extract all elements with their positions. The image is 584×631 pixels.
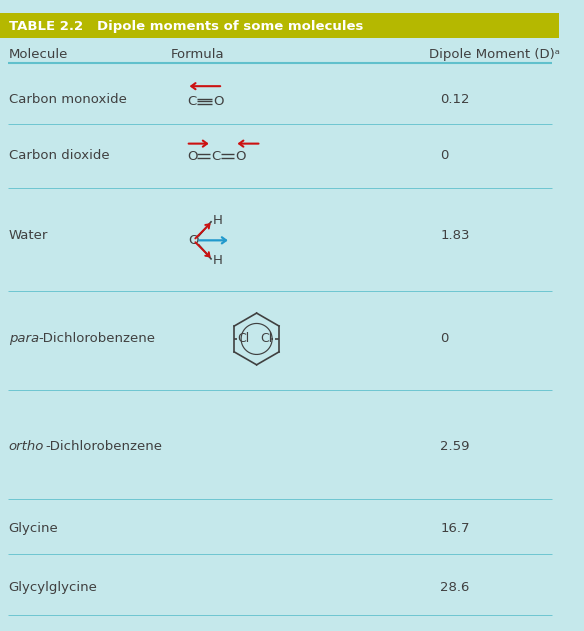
Text: Carbon monoxide: Carbon monoxide <box>9 93 127 106</box>
Text: C: C <box>187 95 197 108</box>
Text: 0: 0 <box>440 149 449 162</box>
Text: Molecule: Molecule <box>9 48 68 61</box>
Text: Formula: Formula <box>171 48 224 61</box>
Text: TABLE 2.2   Dipole moments of some molecules: TABLE 2.2 Dipole moments of some molecul… <box>9 20 363 33</box>
Text: 0: 0 <box>440 333 449 345</box>
Text: O: O <box>214 95 224 108</box>
Text: para: para <box>9 333 39 345</box>
Text: Water: Water <box>9 229 48 242</box>
Text: 2.59: 2.59 <box>440 440 470 452</box>
Text: Glycine: Glycine <box>9 522 58 535</box>
Text: H: H <box>213 214 223 227</box>
Text: Cl: Cl <box>237 333 249 345</box>
Text: -Dichlorobenzene: -Dichlorobenzene <box>45 440 162 452</box>
Bar <box>0 13 559 38</box>
Text: Carbon dioxide: Carbon dioxide <box>9 149 109 162</box>
Text: O: O <box>235 150 246 163</box>
Text: O: O <box>189 234 199 247</box>
Text: O: O <box>187 150 198 163</box>
Text: ortho: ortho <box>9 440 44 452</box>
Text: 28.6: 28.6 <box>440 581 470 594</box>
Text: Glycylglycine: Glycylglycine <box>9 581 98 594</box>
Text: 0.12: 0.12 <box>440 93 470 106</box>
Text: -Dichlorobenzene: -Dichlorobenzene <box>39 333 155 345</box>
Text: 1.83: 1.83 <box>440 229 470 242</box>
Text: C: C <box>211 150 221 163</box>
Text: H: H <box>213 254 223 267</box>
Text: 16.7: 16.7 <box>440 522 470 535</box>
Text: Cl: Cl <box>260 333 272 345</box>
Text: Dipole Moment (D)ᵃ: Dipole Moment (D)ᵃ <box>429 48 560 61</box>
